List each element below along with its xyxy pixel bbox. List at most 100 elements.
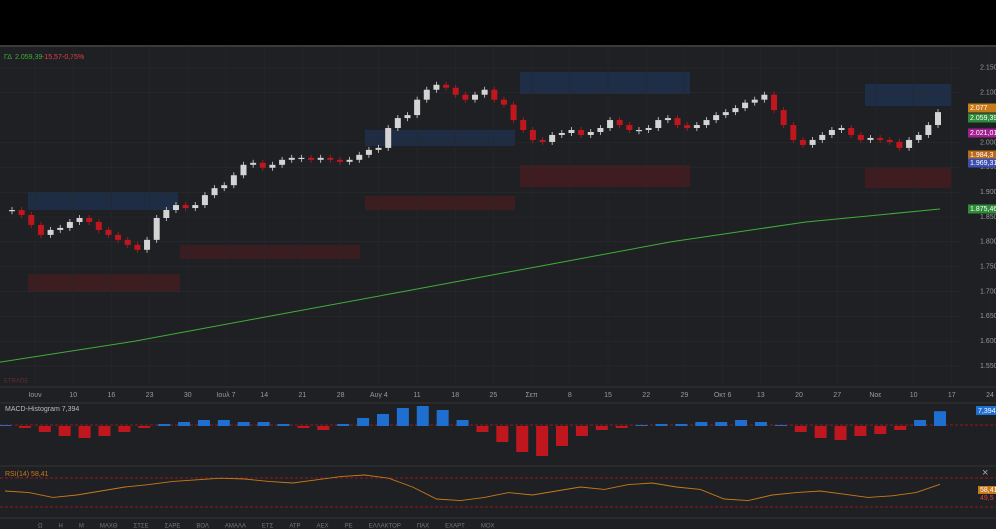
candle-body	[722, 112, 729, 116]
toolbar-item[interactable]: ΡΕ	[345, 524, 353, 529]
zone	[865, 168, 951, 188]
candle-body	[28, 215, 35, 225]
candle-body	[153, 217, 160, 240]
candle-body	[433, 84, 440, 90]
candle-body	[9, 210, 15, 212]
candle-body	[857, 134, 864, 140]
toolbar-item[interactable]: ΑΤΡ	[289, 524, 300, 529]
x-tick-label: 10	[910, 392, 918, 399]
macd-bar	[217, 420, 230, 426]
candle-body	[510, 104, 517, 121]
price-badge-label: 1.875,46	[970, 206, 996, 213]
macd-bar	[754, 422, 767, 426]
macd-bar	[376, 414, 389, 426]
x-tick-label: 8	[568, 392, 572, 399]
toolbar-item[interactable]: Η	[59, 524, 63, 529]
macd-bar	[476, 426, 489, 432]
candle-body	[655, 120, 662, 129]
macd-bar	[635, 425, 648, 426]
macd-bar	[436, 410, 449, 426]
macd-bar	[456, 420, 469, 426]
y-tick-label: 1.650	[980, 313, 996, 320]
candle-body	[742, 102, 749, 109]
candle-body	[481, 89, 488, 95]
x-tick-label: 24	[986, 392, 994, 399]
macd-bar	[118, 426, 131, 432]
price-badge-label: 1.984,3	[970, 152, 993, 159]
x-tick-label: Ιουλ 7	[216, 392, 235, 399]
toolbar-item[interactable]: ΠΑΧ	[417, 524, 429, 529]
candle-body	[867, 137, 874, 140]
y-tick-label: 1.850	[980, 214, 996, 221]
macd-bar	[794, 426, 807, 432]
price-badge-label: 2.059,39	[970, 115, 996, 122]
toolbar-item[interactable]: ΕΛΛΑΚΤΟΡ	[369, 524, 401, 529]
candle-body	[771, 94, 778, 111]
price-badge	[968, 103, 996, 113]
x-tick-label: Νοε	[869, 392, 881, 399]
toolbar-item[interactable]: ΣΤΣΕ	[134, 524, 149, 529]
zone	[520, 165, 690, 187]
macd-bar	[416, 406, 429, 426]
candle-body	[201, 195, 208, 206]
close-button[interactable]: ×	[982, 467, 988, 479]
macd-bar	[277, 424, 290, 426]
toolbar-item[interactable]: ΜΑΧΘ	[100, 524, 118, 529]
x-tick-label: 16	[108, 392, 116, 399]
macd-bar	[496, 426, 509, 442]
zone	[28, 274, 180, 292]
macd-bar	[595, 426, 608, 430]
candle-body	[578, 130, 585, 135]
candle-body	[57, 227, 64, 230]
candle-body	[259, 162, 266, 168]
x-tick-label: 10	[69, 392, 77, 399]
rsi-value: 58,41	[980, 487, 996, 494]
x-tick-label: 13	[757, 392, 765, 399]
x-tick-label: 15	[604, 392, 612, 399]
candle-body	[906, 139, 913, 148]
candle-body	[308, 157, 315, 160]
zone	[28, 192, 178, 210]
candle-body	[761, 94, 768, 100]
candle-body	[539, 139, 546, 142]
candle-body	[423, 89, 430, 100]
candle-body	[558, 132, 565, 135]
toolbar-item[interactable]: ΑΜΑΛΑ	[225, 524, 246, 529]
macd-bar	[138, 426, 151, 428]
y-tick-label: 2.150	[980, 65, 996, 72]
candle-body	[365, 149, 372, 155]
toolbar-item[interactable]: Ω	[38, 524, 43, 529]
macd-bar	[615, 426, 628, 428]
x-tick-label: Οκτ 6	[714, 392, 732, 399]
macd-bar	[834, 426, 847, 440]
candle-body	[134, 244, 141, 250]
x-tick-label: Ιουν	[28, 392, 42, 399]
price-badge-label: 2.021,01	[970, 130, 996, 137]
candle-body	[713, 115, 720, 121]
toolbar-item[interactable]: ΑΕΧ	[317, 524, 329, 529]
toolbar-item[interactable]: Μ	[79, 524, 84, 529]
candle-body	[288, 157, 295, 160]
toolbar-item[interactable]: ΕΤΣ	[262, 524, 274, 529]
candle-body	[18, 210, 25, 216]
toolbar-item[interactable]: ΜΟΧ	[481, 524, 495, 529]
candle-body	[279, 159, 286, 165]
x-tick-label: 29	[681, 392, 689, 399]
candle-body	[626, 125, 633, 131]
candle-body	[462, 94, 469, 100]
candle-body	[336, 159, 343, 162]
macd-bar	[38, 426, 51, 432]
candle-body	[66, 221, 73, 228]
macd-bar	[774, 425, 787, 426]
toolbar-item[interactable]: ΕΧΑΡΤ	[445, 524, 465, 529]
candle-body	[925, 125, 932, 135]
candle-body	[182, 205, 189, 209]
candle-body	[703, 120, 710, 126]
candle-body	[269, 164, 276, 168]
toolbar-item[interactable]: ΒΟΛ	[196, 524, 209, 529]
candle-body	[414, 99, 421, 116]
macd-bar	[556, 426, 569, 446]
candle-body	[95, 221, 102, 230]
toolbar-item[interactable]: ΣΑΡΕ	[165, 524, 181, 529]
